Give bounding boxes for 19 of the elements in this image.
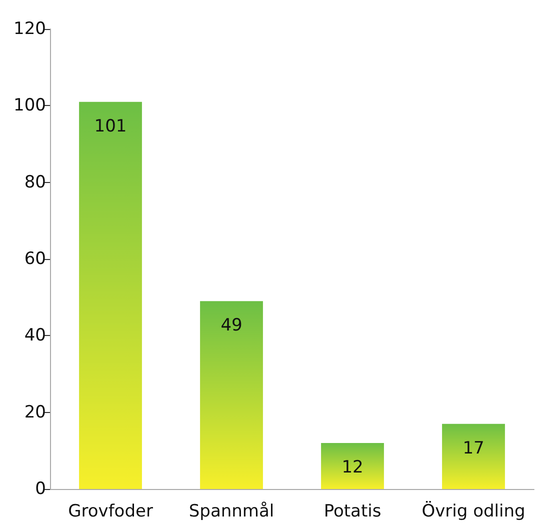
bar: [321, 443, 384, 489]
y-tick-label: 20: [24, 402, 46, 422]
bar: [442, 424, 505, 489]
y-tick-label: 60: [24, 249, 46, 269]
data-label: 49: [220, 316, 242, 336]
x-tick-label: Grovfoder: [68, 502, 153, 522]
bar: [79, 102, 142, 489]
x-tick-label: Spannmål: [188, 502, 274, 522]
x-tick-label: Övrig odling: [422, 500, 526, 522]
y-tick-label: 0: [35, 479, 46, 499]
data-label: 101: [94, 116, 127, 136]
data-label: 12: [342, 458, 364, 478]
y-tick-label: 40: [24, 326, 46, 346]
y-tick-label: 100: [14, 96, 46, 116]
y-tick-label: 80: [24, 172, 46, 192]
x-tick-label: Potatis: [324, 502, 382, 522]
bar: [200, 301, 263, 489]
y-tick-label: 120: [14, 19, 46, 39]
data-label: 17: [462, 438, 484, 458]
